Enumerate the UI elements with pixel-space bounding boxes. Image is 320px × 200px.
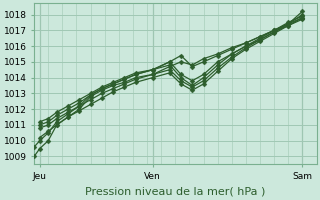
X-axis label: Pression niveau de la mer( hPa ): Pression niveau de la mer( hPa ): [85, 187, 266, 197]
